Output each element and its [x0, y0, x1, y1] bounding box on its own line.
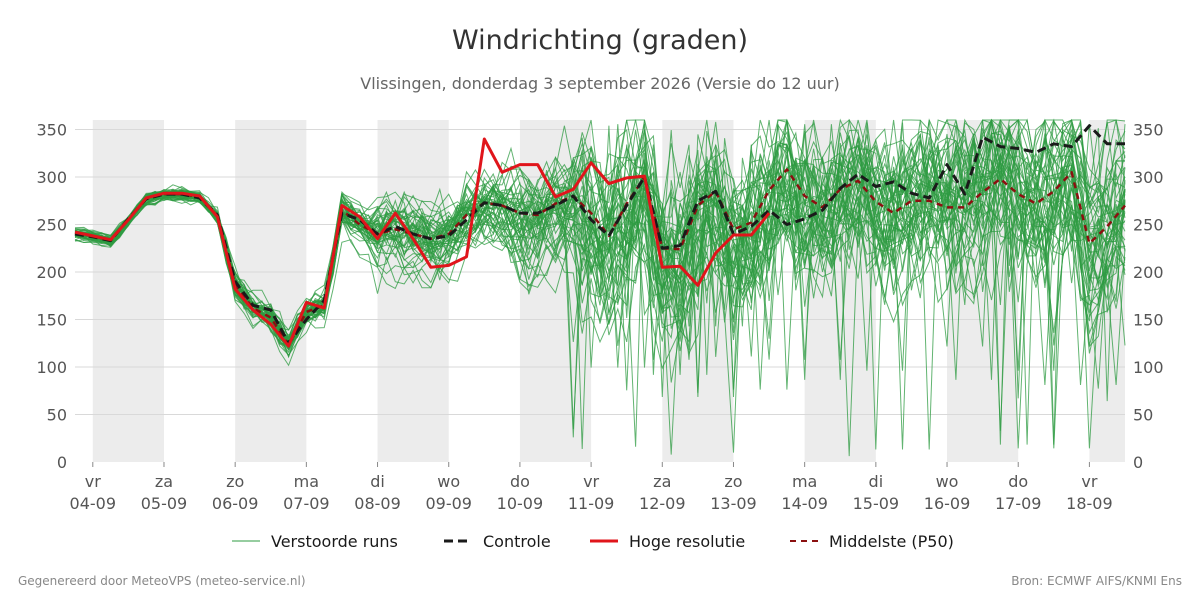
- main-series-lines: [74, 124, 1126, 348]
- y-tick-right-0: 0: [1133, 453, 1143, 472]
- chart-subtitle: Vlissingen, donderdag 3 september 2026 (…: [360, 74, 839, 93]
- x-tick-day-11-09: vr: [583, 472, 599, 491]
- x-tick-date-07-09: 07-09: [283, 494, 330, 513]
- footer-source: Bron: ECMWF AIFS/KNMI Ens: [1011, 574, 1182, 588]
- x-tick-date-13-09: 13-09: [710, 494, 757, 513]
- y-tick-right-300: 300: [1133, 168, 1164, 187]
- series-line-hires: [74, 137, 771, 348]
- y-tick-left-350: 350: [36, 121, 67, 140]
- x-tick-day-05-09: za: [155, 472, 173, 491]
- x-tick-date-11-09: 11-09: [568, 494, 615, 513]
- shaded-band-0: [92, 120, 164, 462]
- x-tick-date-08-09: 08-09: [354, 494, 401, 513]
- x-tick-day-09-09: wo: [437, 472, 460, 491]
- y-tick-right-250: 250: [1133, 216, 1164, 235]
- x-tick-day-14-09: ma: [792, 472, 817, 491]
- x-tick-date-15-09: 15-09: [853, 494, 900, 513]
- x-tick-day-04-09: vr: [85, 472, 101, 491]
- legend-label-ensemble: Verstoorde runs: [271, 532, 398, 551]
- x-tick-date-06-09: 06-09: [212, 494, 259, 513]
- y-tick-right-50: 50: [1133, 406, 1153, 425]
- y-axis-right: 0 50 100 150 200 250 300 350: [1133, 121, 1164, 473]
- y-axis-left: 0 50 100 150 200 250 300 350: [36, 121, 67, 473]
- y-tick-right-100: 100: [1133, 358, 1164, 377]
- y-tick-left-150: 150: [36, 311, 67, 330]
- ensemble-run-44: [74, 119, 1126, 450]
- footer-generated-by: Gegenereerd door MeteoVPS (meteo-service…: [18, 574, 306, 588]
- x-tick-date-17-09: 17-09: [995, 494, 1042, 513]
- legend-label-control: Controle: [483, 532, 551, 551]
- x-tick-date-04-09: 04-09: [70, 494, 117, 513]
- x-axis: vr 04-09 za 05-09 zo 06-09 ma 07-09 di 08-09 wo 09-…: [70, 462, 1113, 513]
- ensemble-run-48: [74, 144, 1126, 389]
- x-tick-date-14-09: 14-09: [781, 494, 828, 513]
- y-tick-right-350: 350: [1133, 121, 1164, 140]
- x-tick-day-12-09: za: [653, 472, 671, 491]
- y-tick-left-100: 100: [36, 358, 67, 377]
- legend-label-median: Middelste (P50): [829, 532, 954, 551]
- y-tick-left-250: 250: [36, 216, 67, 235]
- y-tick-left-50: 50: [47, 406, 67, 425]
- x-tick-date-10-09: 10-09: [497, 494, 544, 513]
- y-tick-right-150: 150: [1133, 311, 1164, 330]
- x-tick-date-18-09: 18-09: [1066, 494, 1113, 513]
- ensemble-run-50: [74, 122, 1126, 449]
- x-tick-date-16-09: 16-09: [924, 494, 971, 513]
- x-tick-day-08-09: di: [370, 472, 385, 491]
- series-line-control: [74, 124, 1125, 345]
- x-tick-day-17-09: do: [1008, 472, 1028, 491]
- x-tick-day-15-09: di: [869, 472, 884, 491]
- x-tick-day-18-09: vr: [1081, 472, 1097, 491]
- x-tick-day-06-09: zo: [226, 472, 244, 491]
- y-tick-left-300: 300: [36, 168, 67, 187]
- chart-title: Windrichting (graden): [452, 25, 748, 56]
- y-tick-right-200: 200: [1133, 263, 1164, 282]
- x-tick-day-16-09: wo: [936, 472, 959, 491]
- x-tick-date-09-09: 09-09: [425, 494, 472, 513]
- y-tick-left-200: 200: [36, 263, 67, 282]
- x-tick-day-07-09: ma: [294, 472, 319, 491]
- legend: Verstoorde runs Controle Hoge resolutie …: [232, 532, 954, 551]
- shaded-band-2: [377, 120, 449, 462]
- ensemble-run-38: [74, 118, 1126, 335]
- x-tick-day-13-09: zo: [724, 472, 742, 491]
- x-tick-date-12-09: 12-09: [639, 494, 686, 513]
- legend-label-hires: Hoge resolutie: [629, 532, 745, 551]
- y-tick-left-0: 0: [57, 453, 67, 472]
- x-tick-day-10-09: do: [510, 472, 530, 491]
- x-tick-date-05-09: 05-09: [141, 494, 188, 513]
